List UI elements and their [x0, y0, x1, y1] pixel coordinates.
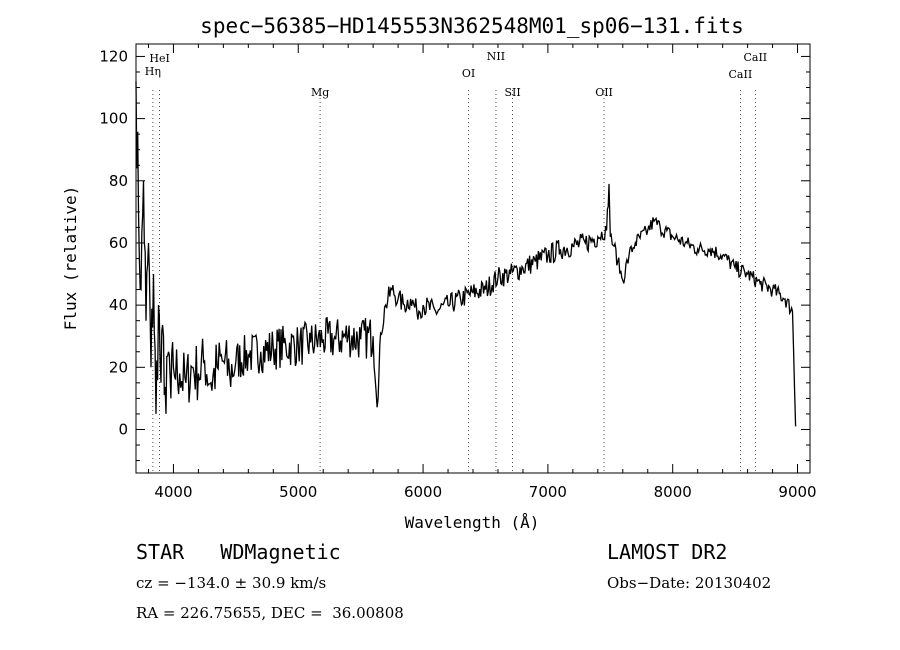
axis-ticks: 4000 5000 6000 7000 8000 9000 0 20 40 60 80 100 120 [99, 44, 817, 501]
object-class: STAR WDMagnetic [136, 540, 341, 564]
spectral-line-label: CaII [729, 68, 753, 81]
y-tick-label: 20 [109, 358, 128, 376]
chart-title: spec−56385−HD145553N362548M01_sp06−131.f… [200, 14, 744, 38]
spectrum-line [135, 81, 797, 427]
spectral-line-label: OII [595, 86, 613, 99]
x-tick-label: 7000 [529, 483, 567, 501]
observation-date: Obs−Date: 20130402 [607, 574, 772, 592]
x-tick-label: 6000 [404, 483, 442, 501]
x-tick-label: 5000 [279, 483, 317, 501]
redshift-velocity: cz = −134.0 ± 30.9 km/s [136, 574, 327, 592]
spectral-line-label: NII [487, 50, 505, 63]
y-tick-label: 100 [99, 110, 128, 128]
x-axis-label: Wavelength (Å) [405, 513, 540, 532]
y-tick-label: 0 [118, 420, 128, 438]
plot-frame [135, 43, 811, 474]
y-tick-label: 120 [99, 47, 128, 65]
x-tick-label: 9000 [778, 483, 816, 501]
spectral-line-label: Hη [145, 65, 161, 78]
coordinates: RA = 226.75655, DEC = 36.00808 [136, 604, 404, 622]
x-tick-label: 8000 [654, 483, 692, 501]
spectral-line-label: Mg [311, 86, 329, 99]
survey-name: LAMOST DR2 [607, 540, 728, 564]
y-axis-label: Flux (relative) [61, 186, 80, 331]
spectral-line-label: HeI [149, 52, 169, 65]
x-tick-label: 4000 [154, 483, 192, 501]
y-tick-label: 80 [109, 172, 128, 190]
y-tick-label: 60 [109, 234, 128, 252]
spectral-line-label: OI [462, 67, 475, 80]
spectral-line-label: SII [504, 86, 520, 99]
y-tick-label: 40 [109, 296, 128, 314]
spectral-line-label: CaII [743, 51, 767, 64]
